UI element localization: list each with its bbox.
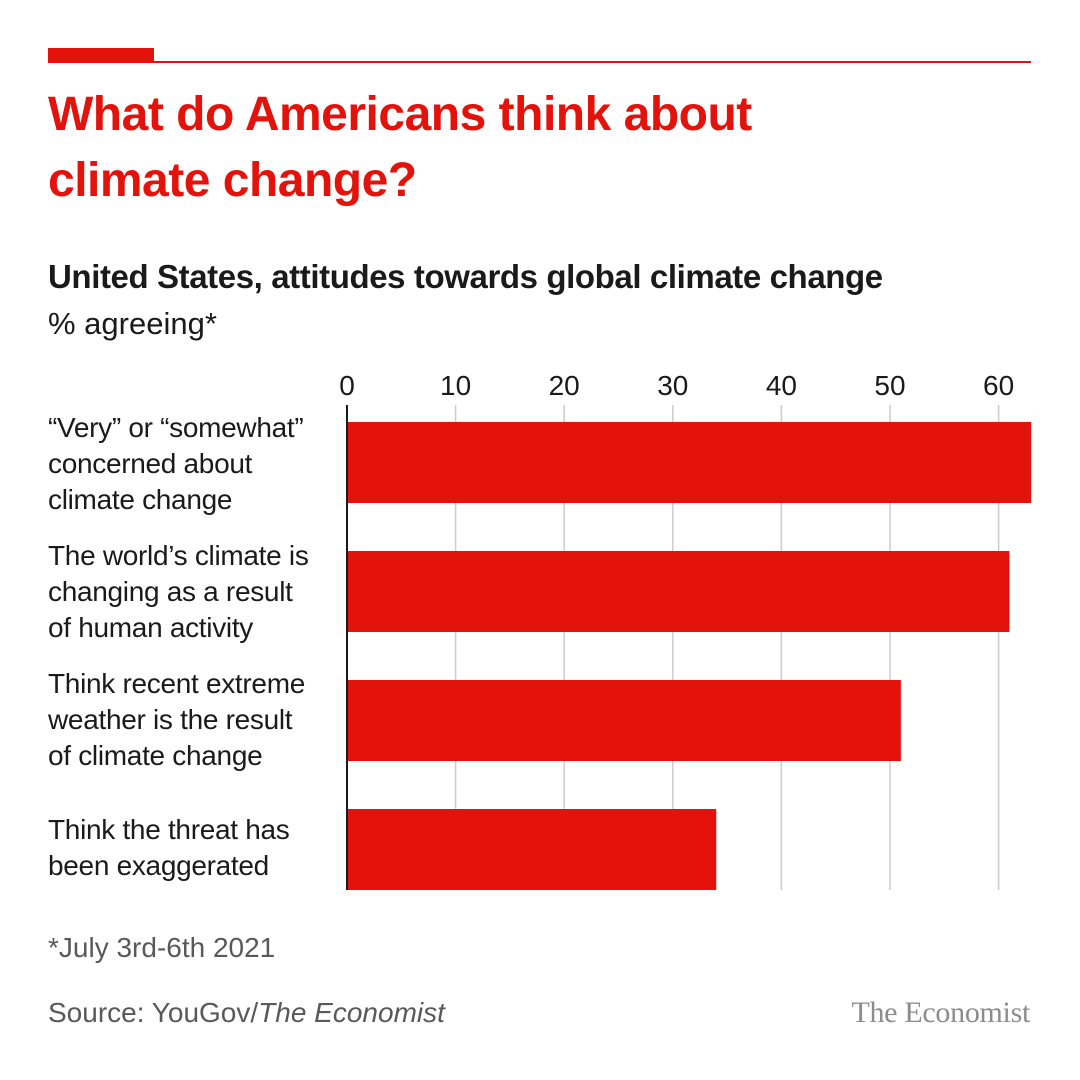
- category-label-line: changing as a result: [48, 576, 293, 607]
- category-label: Think recent extreme weather is the resul…: [48, 666, 338, 774]
- category-label-line: of human activity: [48, 612, 253, 643]
- x-tick-label: 0: [339, 370, 355, 401]
- category-label: “Very” or “somewhat” concerned about clima…: [48, 410, 338, 518]
- category-label-line: “Very” or “somewhat”: [48, 412, 304, 443]
- source-prefix: Source: YouGov/: [48, 997, 259, 1028]
- x-tick-label: 60: [983, 370, 1014, 401]
- x-tick-label: 30: [657, 370, 688, 401]
- x-tick-label: 50: [874, 370, 905, 401]
- top-rule-tab: [48, 48, 154, 63]
- category-label-line: climate change: [48, 484, 233, 515]
- category-label: The world’s climate is changing as a resu…: [48, 538, 338, 646]
- bar-0: [347, 422, 1032, 503]
- category-label-line: concerned about: [48, 448, 253, 479]
- source-note: Source: YouGov/The Economist: [48, 993, 445, 1033]
- source-italic: The Economist: [258, 997, 445, 1028]
- category-label-line: Think the threat has: [48, 814, 290, 845]
- bar-3: [347, 809, 717, 890]
- chart-title: What do Americans think about climate ch…: [48, 88, 752, 207]
- category-label-line: of climate change: [48, 740, 263, 771]
- category-label-line: Think recent extreme: [48, 668, 305, 699]
- category-label-line: weather is the result: [48, 704, 293, 735]
- top-rule: [48, 61, 1031, 63]
- chart-subtitle: United States, attitudes towards global …: [48, 258, 883, 295]
- x-tick-label: 10: [440, 370, 471, 401]
- bar-1: [347, 551, 1010, 632]
- economist-logo: The Economist: [851, 996, 1030, 1029]
- x-tick-label: 40: [766, 370, 797, 401]
- category-label: Think the threat has been exaggerated: [48, 812, 338, 884]
- category-label-line: been exaggerated: [48, 850, 269, 881]
- category-label-line: The world’s climate is: [48, 540, 309, 571]
- unit-label: % agreeing*: [48, 306, 217, 341]
- footnote: *July 3rd-6th 2021: [48, 932, 276, 963]
- x-tick-label: 20: [549, 370, 580, 401]
- bar-2: [347, 680, 901, 761]
